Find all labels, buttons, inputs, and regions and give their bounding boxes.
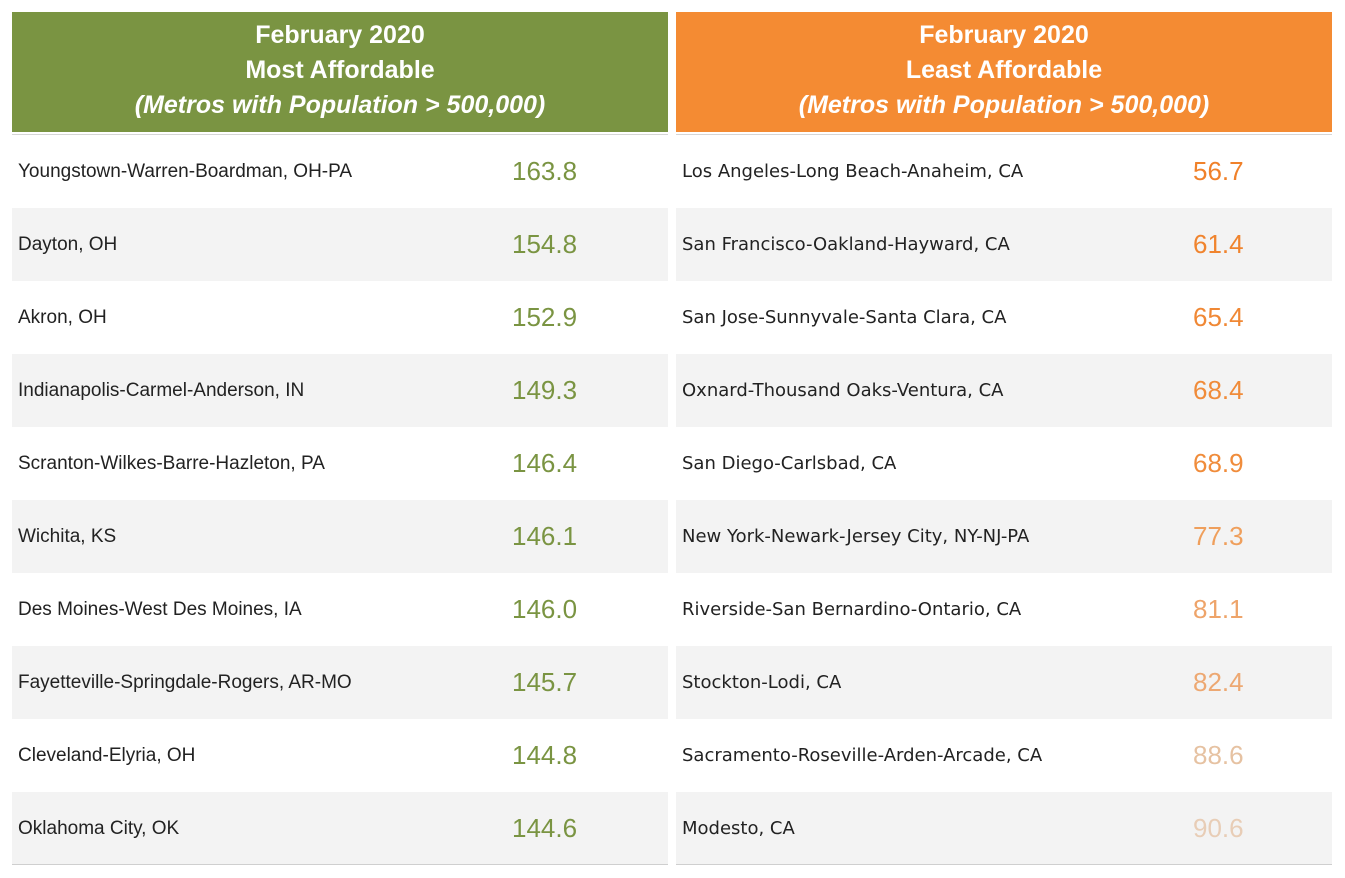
affordability-value: 68.4 bbox=[1193, 375, 1244, 405]
affordability-value: 152.9 bbox=[512, 302, 578, 332]
metro-name: Fayetteville-Springdale-Rogers, AR-MO bbox=[18, 672, 352, 693]
metro-name: Des Moines-West Des Moines, IA bbox=[18, 599, 302, 620]
affordability-value: 146.0 bbox=[512, 594, 578, 624]
most-affordable-rows: Youngstown-Warren-Boardman, OH-PA 163.8 Da… bbox=[12, 135, 668, 865]
affordability-value: 145.7 bbox=[512, 667, 578, 697]
most-affordable-panel: February 2020 Most Affordable (Metros wi… bbox=[12, 12, 668, 865]
affordability-value: 154.8 bbox=[512, 229, 578, 259]
metro-name: Oxnard-Thousand Oaks-Ventura, CA bbox=[682, 380, 1004, 401]
metro-name: San Diego-Carlsbad, CA bbox=[682, 453, 897, 474]
metro-name: Indianapolis-Carmel-Anderson, IN bbox=[18, 380, 305, 401]
affordability-value: 144.6 bbox=[512, 813, 578, 843]
table-row: Riverside-San Bernardino-Ontario, CA 81.1 bbox=[676, 573, 1332, 646]
table-row: Oklahoma City, OK 144.6 bbox=[12, 792, 668, 865]
table-row: Fayetteville-Springdale-Rogers, AR-MO 145… bbox=[12, 646, 668, 719]
table-row: Los Angeles-Long Beach-Anaheim, CA 56.7 bbox=[676, 135, 1332, 208]
affordability-value: 144.8 bbox=[512, 740, 578, 770]
affordability-value: 149.3 bbox=[512, 375, 578, 405]
affordability-value: 81.1 bbox=[1193, 594, 1244, 624]
metro-name: Sacramento-Roseville-Arden-Arcade, CA bbox=[682, 745, 1043, 766]
header-divider bbox=[676, 132, 1332, 135]
table-row: San Francisco-Oakland-Hayward, CA 61.4 bbox=[676, 208, 1332, 281]
least-affordable-rows: Los Angeles-Long Beach-Anaheim, CA 56.7 Sa… bbox=[676, 135, 1332, 865]
table-row: Des Moines-West Des Moines, IA 146.0 bbox=[12, 573, 668, 646]
affordability-value: 90.6 bbox=[1193, 813, 1244, 843]
header-title: Most Affordable bbox=[245, 56, 435, 84]
metro-name: San Jose-Sunnyvale-Santa Clara, CA bbox=[682, 307, 1007, 328]
header-date: February 2020 bbox=[919, 21, 1089, 49]
least-affordable-panel: February 2020 Least Affordable (Metros w… bbox=[676, 12, 1332, 865]
affordability-value: 146.4 bbox=[512, 448, 578, 478]
affordability-value: 68.9 bbox=[1193, 448, 1244, 478]
table-row: Cleveland-Elyria, OH 144.8 bbox=[12, 719, 668, 792]
table-row: Scranton-Wilkes-Barre-Hazleton, PA 146.4 bbox=[12, 427, 668, 500]
header-divider bbox=[12, 132, 668, 135]
table-row: Akron, OH 152.9 bbox=[12, 281, 668, 354]
metro-name: Modesto, CA bbox=[682, 818, 795, 839]
metro-name: Stockton-Lodi, CA bbox=[682, 672, 842, 693]
metro-name: Oklahoma City, OK bbox=[18, 818, 180, 839]
metro-name: Scranton-Wilkes-Barre-Hazleton, PA bbox=[18, 453, 325, 474]
least-affordable-header: February 2020 Least Affordable (Metros w… bbox=[676, 12, 1332, 132]
header-date: February 2020 bbox=[255, 21, 425, 49]
metro-name: San Francisco-Oakland-Hayward, CA bbox=[682, 234, 1010, 255]
table-row: Oxnard-Thousand Oaks-Ventura, CA 68.4 bbox=[676, 354, 1332, 427]
table-row: New York-Newark-Jersey City, NY-NJ-PA 77.… bbox=[676, 500, 1332, 573]
header-title: Least Affordable bbox=[905, 56, 1103, 84]
affordability-value: 61.4 bbox=[1193, 229, 1244, 259]
affordability-value: 146.1 bbox=[512, 521, 578, 551]
metro-name: Dayton, OH bbox=[18, 234, 118, 255]
metro-name: Los Angeles-Long Beach-Anaheim, CA bbox=[682, 161, 1024, 182]
metro-name: Cleveland-Elyria, OH bbox=[18, 745, 196, 766]
table-row: San Jose-Sunnyvale-Santa Clara, CA 65.4 bbox=[676, 281, 1332, 354]
header-subtitle: (Metros with Population > 500,000) bbox=[798, 91, 1210, 119]
most-affordable-header: February 2020 Most Affordable (Metros wi… bbox=[12, 12, 668, 132]
metro-name: New York-Newark-Jersey City, NY-NJ-PA bbox=[682, 526, 1030, 547]
metro-name: Riverside-San Bernardino-Ontario, CA bbox=[682, 599, 1022, 620]
affordability-value: 163.8 bbox=[512, 156, 578, 186]
table-row: Sacramento-Roseville-Arden-Arcade, CA 88.… bbox=[676, 719, 1332, 792]
header-subtitle: (Metros with Population > 500,000) bbox=[134, 91, 546, 119]
metro-name: Akron, OH bbox=[18, 307, 107, 328]
affordability-value: 56.7 bbox=[1193, 156, 1244, 186]
table-row: Stockton-Lodi, CA 82.4 bbox=[676, 646, 1332, 719]
affordability-value: 77.3 bbox=[1193, 521, 1244, 551]
table-row: Modesto, CA 90.6 bbox=[676, 792, 1332, 865]
metro-name: Youngstown-Warren-Boardman, OH-PA bbox=[18, 161, 353, 182]
metro-name: Wichita, KS bbox=[18, 526, 117, 547]
table-row: Youngstown-Warren-Boardman, OH-PA 163.8 bbox=[12, 135, 668, 208]
affordability-value: 65.4 bbox=[1193, 302, 1244, 332]
affordability-value: 88.6 bbox=[1193, 740, 1244, 770]
table-row: San Diego-Carlsbad, CA 68.9 bbox=[676, 427, 1332, 500]
table-row: Indianapolis-Carmel-Anderson, IN 149.3 bbox=[12, 354, 668, 427]
affordability-value: 82.4 bbox=[1193, 667, 1244, 697]
table-row: Wichita, KS 146.1 bbox=[12, 500, 668, 573]
table-row: Dayton, OH 154.8 bbox=[12, 208, 668, 281]
